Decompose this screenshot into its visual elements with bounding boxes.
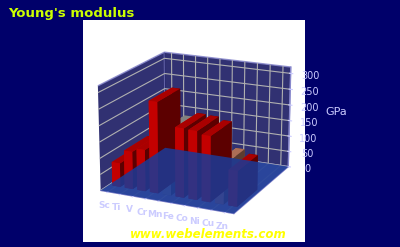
Text: Young's modulus: Young's modulus [8, 7, 134, 21]
Text: www.webelements.com: www.webelements.com [130, 228, 286, 241]
